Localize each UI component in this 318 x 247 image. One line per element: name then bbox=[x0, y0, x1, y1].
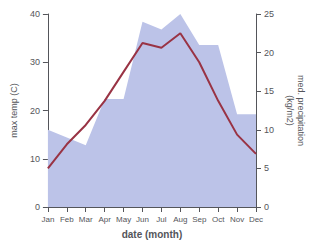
svg-text:Dec: Dec bbox=[249, 215, 263, 224]
svg-text:15: 15 bbox=[264, 86, 274, 96]
svg-text:Apr: Apr bbox=[98, 215, 111, 224]
svg-text:10: 10 bbox=[30, 154, 40, 164]
svg-text:med. precipitation: med. precipitation bbox=[296, 75, 306, 146]
svg-text:0: 0 bbox=[264, 202, 269, 212]
svg-text:Mar: Mar bbox=[79, 215, 93, 224]
svg-text:0: 0 bbox=[35, 202, 40, 212]
svg-text:May: May bbox=[116, 215, 131, 224]
svg-text:date (month): date (month) bbox=[122, 229, 183, 240]
svg-text:20: 20 bbox=[264, 48, 274, 58]
svg-text:max temp (C): max temp (C) bbox=[9, 83, 19, 138]
svg-text:(kg/m2): (kg/m2) bbox=[285, 95, 295, 126]
svg-text:5: 5 bbox=[264, 163, 269, 173]
svg-text:Sep: Sep bbox=[192, 215, 207, 224]
svg-text:30: 30 bbox=[30, 57, 40, 67]
svg-text:40: 40 bbox=[30, 9, 40, 19]
svg-text:Nov: Nov bbox=[230, 215, 244, 224]
svg-text:Aug: Aug bbox=[173, 215, 187, 224]
svg-text:20: 20 bbox=[30, 106, 40, 116]
svg-text:Oct: Oct bbox=[212, 215, 225, 224]
svg-text:10: 10 bbox=[264, 125, 274, 135]
svg-text:Jan: Jan bbox=[41, 215, 54, 224]
svg-text:Jun: Jun bbox=[136, 215, 149, 224]
svg-text:Feb: Feb bbox=[60, 215, 74, 224]
svg-text:Jul: Jul bbox=[156, 215, 166, 224]
svg-text:25: 25 bbox=[264, 9, 274, 19]
